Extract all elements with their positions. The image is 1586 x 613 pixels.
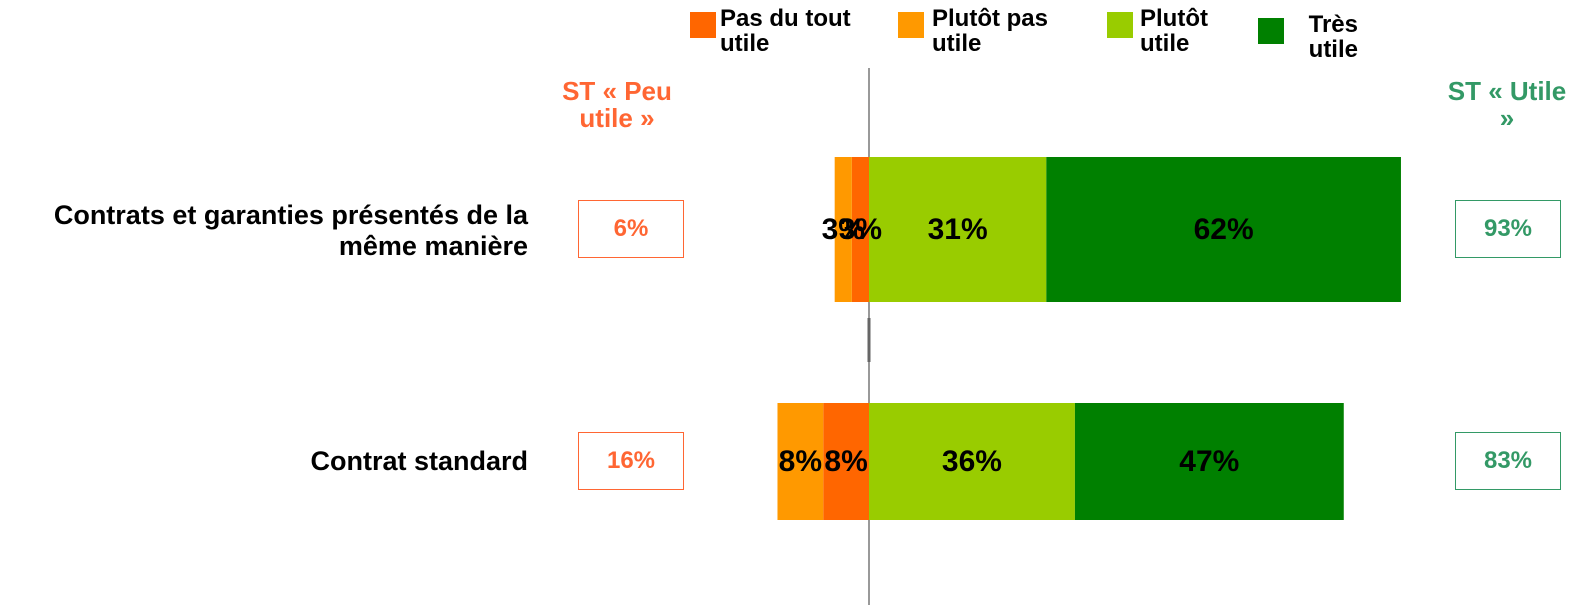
value-label: 3% (838, 212, 883, 246)
value-label: 31% (927, 212, 988, 246)
value-label: 3% (821, 212, 865, 246)
value-label: 62% (1193, 212, 1254, 246)
legend-swatch (1107, 12, 1133, 38)
legend-label: Très utile (1308, 11, 1358, 64)
category-label: Contrat standard (310, 445, 528, 476)
bar-segment (777, 403, 824, 520)
total-box: 16% (578, 431, 684, 490)
legend-swatch (1258, 18, 1284, 44)
legend-label: Plutôt utile (1140, 5, 1208, 58)
bar-segment (1074, 403, 1344, 520)
bar-segment (1046, 157, 1401, 302)
legend-swatch (898, 12, 924, 38)
value-label: 47% (1179, 444, 1240, 478)
legend-label: Pas du tout utile (720, 5, 851, 58)
bar-segment (869, 403, 1075, 520)
total-box: 6% (578, 199, 684, 258)
total-box: 83% (1455, 431, 1561, 490)
right-total-header: ST « Utile » (1447, 76, 1567, 134)
bar-segment (869, 157, 1047, 302)
legend-swatch (690, 12, 716, 38)
value-label: 36% (941, 444, 1002, 478)
value-label: 8% (824, 444, 868, 478)
left-total-header: ST « Peu utile » (562, 76, 672, 134)
bar-segment (823, 403, 869, 520)
category-label: Contrats et garanties présentés de la mê… (53, 199, 528, 261)
value-label: 8% (778, 444, 823, 478)
total-box: 93% (1455, 199, 1561, 258)
legend-label: Plutôt pas utile (932, 5, 1049, 58)
bar-segment (834, 157, 852, 302)
bar-segment (851, 157, 869, 302)
